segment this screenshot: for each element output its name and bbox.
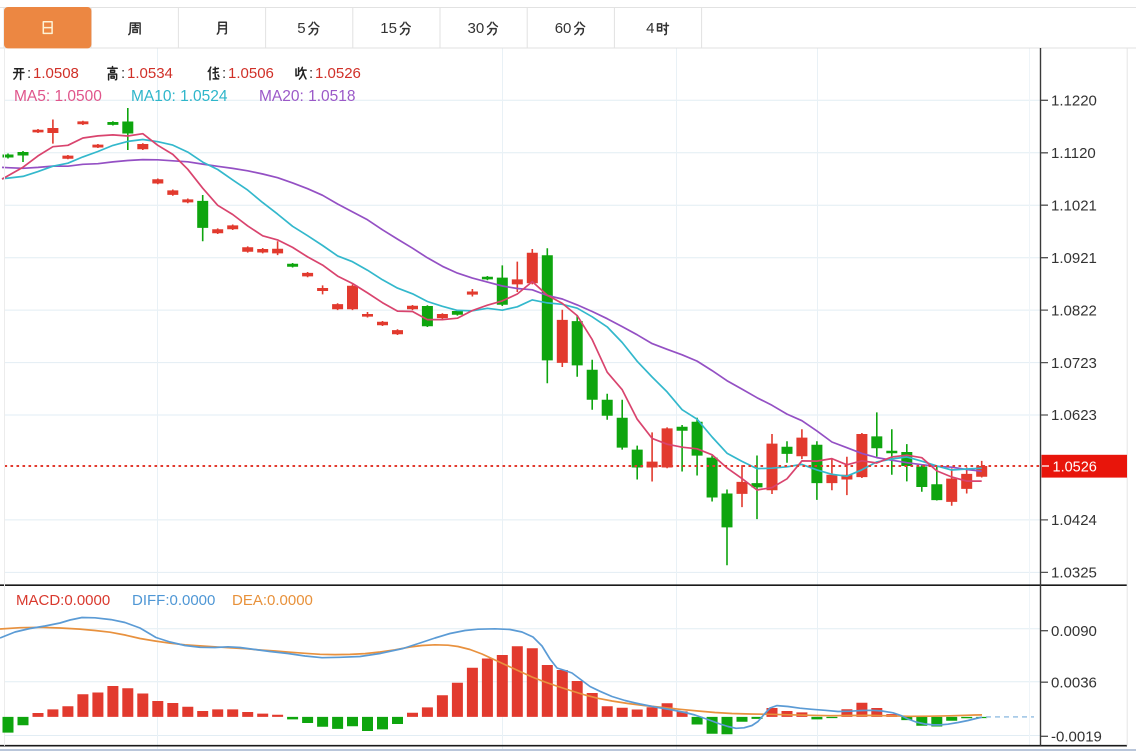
svg-text:1.0508: 1.0508 — [33, 65, 79, 82]
svg-text:30: 30 — [468, 20, 485, 37]
svg-text:1.0623: 1.0623 — [1051, 407, 1097, 424]
svg-text:15: 15 — [380, 20, 397, 37]
svg-text:1.0921: 1.0921 — [1051, 250, 1097, 267]
svg-text:MA20: 1.0518: MA20: 1.0518 — [259, 88, 356, 105]
svg-text:MA5: 1.0500: MA5: 1.0500 — [14, 88, 102, 105]
svg-text:1.0424: 1.0424 — [1051, 512, 1097, 529]
svg-text:0.0090: 0.0090 — [1051, 623, 1097, 640]
svg-text::: : — [309, 65, 313, 82]
svg-text::: : — [27, 65, 31, 82]
svg-text:5: 5 — [297, 20, 305, 37]
svg-text:4: 4 — [646, 20, 654, 37]
svg-text:1.1120: 1.1120 — [1051, 145, 1096, 162]
svg-text:1.0822: 1.0822 — [1051, 302, 1097, 319]
svg-text:1.0534: 1.0534 — [127, 65, 173, 82]
svg-text:1.1220: 1.1220 — [1051, 93, 1097, 110]
svg-text::: : — [121, 65, 125, 82]
svg-text:MA10: 1.0524: MA10: 1.0524 — [131, 88, 228, 105]
svg-text:60: 60 — [555, 20, 572, 37]
svg-text:1.0526: 1.0526 — [1053, 460, 1097, 476]
svg-text:-0.0019: -0.0019 — [1051, 729, 1102, 746]
svg-text:1.1021: 1.1021 — [1051, 197, 1097, 214]
svg-text:DEA:0.0000: DEA:0.0000 — [232, 592, 313, 609]
svg-text:0.0036: 0.0036 — [1051, 674, 1097, 691]
svg-text:1.0325: 1.0325 — [1051, 565, 1097, 582]
svg-text:1.0526: 1.0526 — [315, 65, 361, 82]
svg-text::: : — [222, 65, 226, 82]
svg-text:1.0723: 1.0723 — [1051, 355, 1097, 372]
svg-text:MACD:0.0000: MACD:0.0000 — [16, 592, 110, 609]
svg-text:1.0506: 1.0506 — [228, 65, 274, 82]
svg-text:DIFF:0.0000: DIFF:0.0000 — [132, 592, 215, 609]
